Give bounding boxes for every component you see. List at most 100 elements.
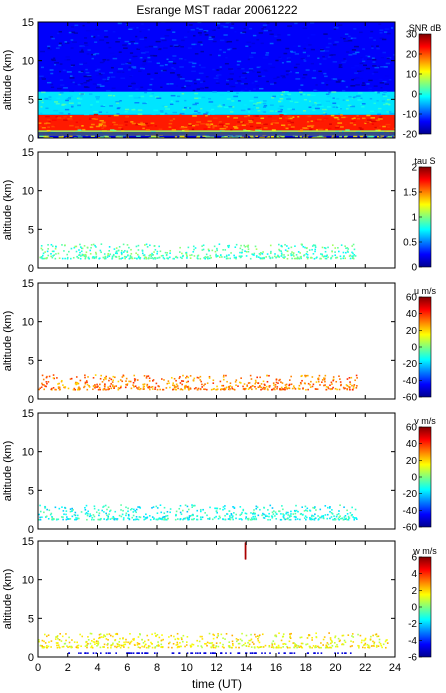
echo-point bbox=[169, 249, 172, 252]
heatmap-cell bbox=[85, 29, 91, 32]
heatmap-cell bbox=[121, 128, 124, 130]
heatmap-cell bbox=[138, 70, 142, 72]
echo-point bbox=[49, 513, 52, 516]
heatmap-cell bbox=[368, 79, 373, 82]
echo-point bbox=[118, 255, 120, 258]
heatmap-cell bbox=[174, 45, 180, 48]
heatmap-cell bbox=[150, 135, 156, 137]
heatmap-cell bbox=[38, 99, 43, 101]
echo-point bbox=[282, 508, 284, 511]
echo-point bbox=[136, 379, 139, 381]
heatmap-cell bbox=[84, 37, 88, 39]
heatmap-cell bbox=[347, 104, 352, 107]
echo-point bbox=[321, 381, 323, 383]
echo-point bbox=[50, 253, 52, 255]
echo-point bbox=[249, 639, 252, 642]
chart-title: Esrange MST radar 20061222 bbox=[136, 3, 298, 17]
echo-point bbox=[237, 639, 239, 641]
echo-point bbox=[98, 514, 100, 517]
heatmap-cell bbox=[71, 106, 74, 108]
echo-point bbox=[56, 377, 58, 379]
echo-point bbox=[287, 514, 289, 516]
echo-point bbox=[233, 256, 236, 259]
heatmap-cell bbox=[129, 27, 135, 29]
heatmap-cell bbox=[233, 117, 239, 119]
echo-point bbox=[142, 254, 145, 257]
echo-point bbox=[79, 387, 81, 390]
panel-4-data bbox=[38, 504, 358, 521]
echo-point bbox=[226, 380, 228, 383]
echo-point bbox=[325, 255, 328, 258]
echo-point bbox=[79, 633, 81, 636]
heatmap-cell bbox=[200, 107, 203, 110]
echo-point bbox=[58, 507, 61, 510]
spike-point bbox=[244, 555, 247, 557]
heatmap-cell bbox=[200, 66, 206, 69]
echo-point bbox=[42, 252, 45, 255]
echo-point bbox=[76, 381, 79, 384]
echo-point bbox=[300, 382, 302, 385]
echo-point bbox=[194, 247, 197, 249]
plot-frame bbox=[37, 540, 396, 658]
heatmap-cell bbox=[369, 97, 373, 100]
echo-point bbox=[148, 377, 151, 380]
heatmap-cell bbox=[168, 61, 173, 63]
colorbar bbox=[418, 33, 432, 135]
echo-point bbox=[142, 642, 145, 644]
echo-point bbox=[314, 513, 316, 516]
echo-point bbox=[309, 516, 311, 519]
heatmap-cell bbox=[128, 42, 131, 45]
heatmap-cell bbox=[196, 121, 202, 123]
echo-point bbox=[125, 641, 127, 643]
y-axis-label: altitude (km) bbox=[2, 50, 14, 111]
echo-point bbox=[118, 641, 121, 643]
heatmap-cell bbox=[174, 136, 178, 138]
echo-point bbox=[330, 381, 333, 384]
echo-point bbox=[237, 642, 240, 645]
echo-point bbox=[296, 257, 299, 260]
echo-point bbox=[337, 247, 339, 249]
heatmap-cell bbox=[80, 70, 84, 73]
echo-point bbox=[103, 646, 105, 648]
echo-point bbox=[332, 386, 334, 389]
heatmap-cell bbox=[393, 127, 395, 130]
heatmap-cell bbox=[105, 89, 111, 92]
heatmap-cell bbox=[364, 122, 367, 125]
echo-point bbox=[134, 510, 137, 512]
echo-point bbox=[75, 381, 77, 384]
echo-point bbox=[105, 638, 108, 640]
heatmap-cell bbox=[258, 32, 263, 34]
heatmap-cell bbox=[63, 87, 68, 89]
heatmap-cell bbox=[124, 110, 128, 113]
echo-point bbox=[115, 256, 118, 258]
ground-point bbox=[87, 652, 89, 654]
heatmap-cell bbox=[116, 71, 122, 73]
heatmap-cell bbox=[233, 118, 239, 121]
heatmap-cell bbox=[386, 98, 390, 101]
echo-point bbox=[346, 247, 349, 249]
heatmap-cell bbox=[207, 113, 211, 116]
echo-point bbox=[160, 639, 163, 642]
echo-point bbox=[243, 643, 245, 646]
echo-point bbox=[57, 383, 59, 385]
heatmap-cell bbox=[388, 103, 391, 106]
echo-point bbox=[231, 516, 234, 519]
echo-point bbox=[247, 244, 250, 247]
echo-point bbox=[317, 515, 319, 517]
heatmap-cell bbox=[368, 37, 373, 39]
echo-point bbox=[282, 513, 284, 515]
echo-point bbox=[238, 646, 240, 649]
echo-point bbox=[223, 256, 226, 258]
echo-point bbox=[323, 255, 326, 258]
heatmap-cell bbox=[122, 71, 125, 73]
echo-point bbox=[204, 257, 207, 260]
echo-point bbox=[112, 375, 115, 378]
echo-point bbox=[144, 518, 147, 520]
echo-point bbox=[190, 646, 192, 648]
echo-point bbox=[160, 511, 163, 514]
y-axis-label: altitude (km) bbox=[2, 441, 14, 502]
echo-point bbox=[276, 513, 278, 516]
heatmap-cell bbox=[268, 63, 272, 65]
echo-point bbox=[148, 385, 151, 388]
echo-point bbox=[243, 244, 246, 247]
